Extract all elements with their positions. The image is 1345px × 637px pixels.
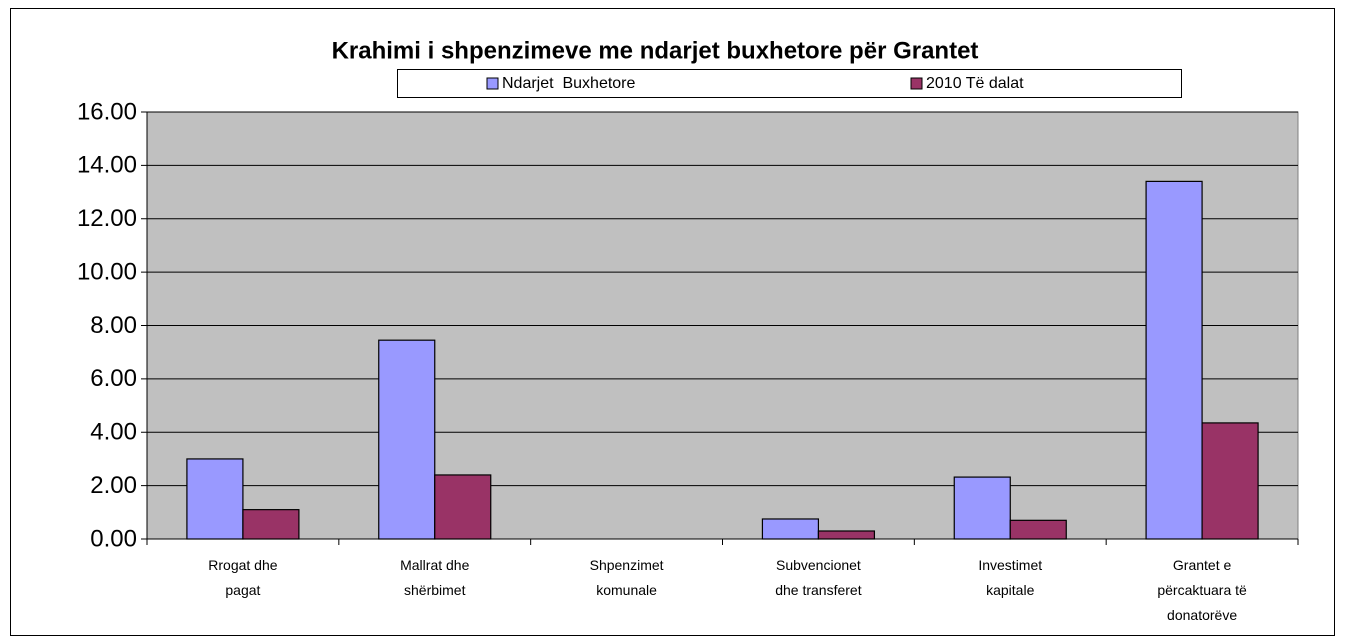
bar bbox=[817, 530, 876, 540]
legend-box bbox=[397, 69, 1182, 98]
bar bbox=[242, 509, 300, 540]
legend-swatch bbox=[486, 77, 499, 90]
x-tick-label: Shpenzimet komunale bbox=[590, 557, 664, 598]
y-tick-label: 10.00 bbox=[77, 258, 137, 285]
x-tick-label: Grantet e përcaktuara të donatorëve bbox=[1157, 557, 1247, 623]
chart-title: Krahimi i shpenzimeve me ndarjet buxheto… bbox=[332, 37, 979, 64]
y-tick-label: 8.00 bbox=[90, 312, 137, 339]
legend-label: 2010 Të dalat bbox=[926, 75, 1024, 92]
y-tick-label: 14.00 bbox=[77, 152, 137, 179]
bar bbox=[378, 339, 436, 540]
bar bbox=[1201, 422, 1259, 540]
y-tick-label: 12.00 bbox=[77, 205, 137, 232]
x-tick-label: Subvencionet dhe transferet bbox=[775, 557, 861, 598]
y-tick-label: 0.00 bbox=[90, 525, 137, 552]
x-tick-label: Rrogat dhe pagat bbox=[208, 557, 277, 598]
y-tick-label: 6.00 bbox=[90, 365, 137, 392]
x-tick-label: Mallrat dhe shërbimet bbox=[400, 557, 469, 598]
y-tick-label: 4.00 bbox=[90, 419, 137, 446]
legend-label: Ndarjet Buxhetore bbox=[502, 75, 636, 92]
bar bbox=[1009, 519, 1067, 540]
bar bbox=[1145, 180, 1203, 540]
y-tick-label: 2.00 bbox=[90, 472, 137, 499]
bar bbox=[186, 458, 244, 540]
bar bbox=[761, 518, 820, 540]
legend-swatch bbox=[910, 77, 923, 90]
bar bbox=[953, 476, 1011, 540]
bar bbox=[434, 474, 492, 540]
y-tick-label: 16.00 bbox=[77, 98, 137, 125]
x-tick-label: Investimet kapitale bbox=[978, 557, 1042, 598]
